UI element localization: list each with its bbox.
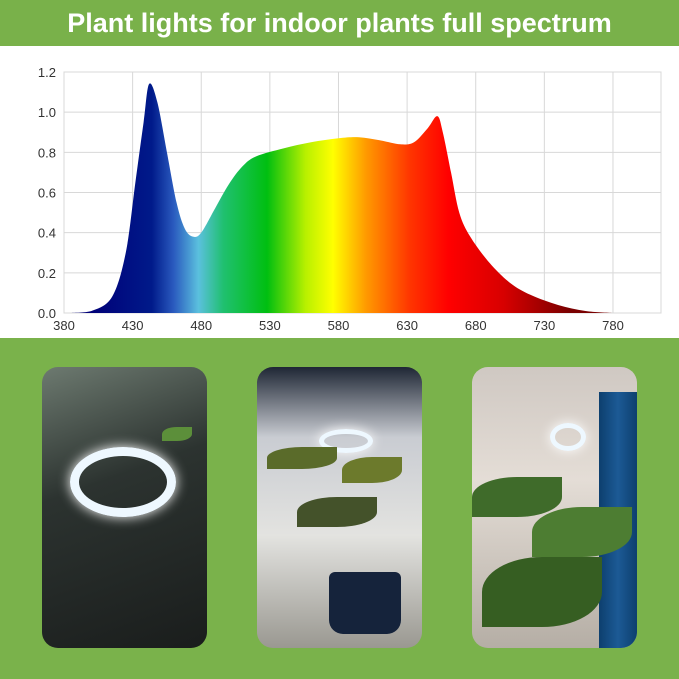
leaf: [297, 497, 377, 527]
leaf: [472, 477, 562, 517]
y-tick-label: 0.2: [38, 266, 56, 281]
y-tick-label: 1.2: [38, 65, 56, 80]
leaf: [162, 427, 192, 441]
x-tick-label: 430: [122, 318, 144, 333]
x-tick-label: 630: [396, 318, 418, 333]
leaf: [342, 457, 402, 483]
spectrum-area: [70, 83, 613, 313]
ring-light: [319, 429, 373, 453]
photo-potted-plant: [257, 367, 422, 648]
photo-leafy-plant: [472, 367, 637, 648]
spectrum-chart: 0.0 0.2 0.4 0.6 0.8 1.0 1.2 380 430 480 530 580 630 6…: [38, 65, 662, 333]
leaf: [267, 447, 337, 469]
title-banner: Plant lights for indoor plants full spec…: [0, 0, 679, 46]
x-tick-label: 730: [533, 318, 555, 333]
leaf: [482, 557, 602, 627]
leaf: [532, 507, 632, 557]
photo-shelf-plants: [42, 367, 207, 648]
banner-title: Plant lights for indoor plants full spec…: [67, 8, 612, 38]
x-tick-label: 680: [465, 318, 487, 333]
y-tick-label: 0.4: [38, 226, 56, 241]
x-tick-label: 780: [602, 318, 624, 333]
ring-light: [70, 447, 176, 517]
x-tick-label: 380: [53, 318, 75, 333]
plant-pot: [329, 572, 401, 634]
ring-light: [550, 423, 586, 451]
y-tick-label: 0.0: [38, 306, 56, 321]
x-tick-label: 580: [328, 318, 350, 333]
x-tick-label: 480: [190, 318, 212, 333]
x-tick-label: 530: [259, 318, 281, 333]
y-tick-label: 0.6: [38, 186, 56, 201]
y-tick-label: 0.8: [38, 145, 56, 160]
y-tick-label: 1.0: [38, 105, 56, 120]
